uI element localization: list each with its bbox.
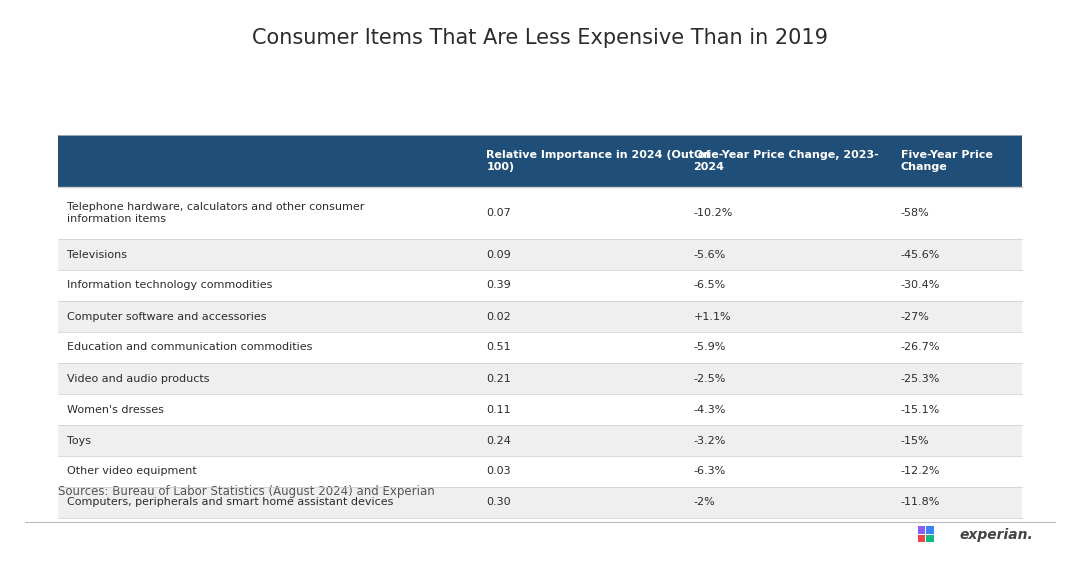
Text: One-Year Price Change, 2023-
2024: One-Year Price Change, 2023- 2024: [693, 150, 878, 172]
Text: experian.: experian.: [960, 528, 1034, 541]
Text: -5.9%: -5.9%: [693, 342, 726, 353]
Bar: [477, 363, 685, 394]
Bar: [892, 301, 1022, 332]
Text: -10.2%: -10.2%: [693, 208, 733, 218]
Text: Telephone hardware, calculators and other consumer
information items: Telephone hardware, calculators and othe…: [67, 202, 364, 224]
Text: 0.07: 0.07: [486, 208, 511, 218]
Text: 0.39: 0.39: [486, 281, 511, 291]
Bar: [685, 332, 892, 363]
Bar: [58, 332, 477, 363]
Text: 0.21: 0.21: [486, 373, 511, 383]
Text: -2%: -2%: [693, 498, 715, 508]
Text: Five-Year Price
Change: Five-Year Price Change: [901, 150, 993, 172]
Text: -11.8%: -11.8%: [901, 498, 941, 508]
Bar: [685, 239, 892, 270]
Bar: [477, 332, 685, 363]
Bar: [685, 363, 892, 394]
Text: 0.03: 0.03: [486, 467, 511, 477]
Text: Relative Importance in 2024 (Out of
100): Relative Importance in 2024 (Out of 100): [486, 150, 711, 172]
Bar: [58, 270, 477, 301]
Bar: [477, 239, 685, 270]
Text: -25.3%: -25.3%: [901, 373, 941, 383]
Text: Education and communication commodities: Education and communication commodities: [67, 342, 312, 353]
Text: -15%: -15%: [901, 436, 930, 446]
Bar: [685, 425, 892, 456]
Text: Toys: Toys: [67, 436, 91, 446]
Bar: [58, 487, 477, 518]
Text: -30.4%: -30.4%: [901, 281, 941, 291]
Bar: [918, 526, 926, 534]
Text: -15.1%: -15.1%: [901, 404, 940, 414]
Bar: [477, 425, 685, 456]
Text: -12.2%: -12.2%: [901, 467, 941, 477]
Bar: [685, 301, 892, 332]
Bar: [477, 487, 685, 518]
Text: Other video equipment: Other video equipment: [67, 467, 197, 477]
Text: 0.11: 0.11: [486, 404, 511, 414]
Bar: [892, 425, 1022, 456]
Bar: [892, 332, 1022, 363]
Bar: [892, 239, 1022, 270]
Bar: [477, 187, 685, 239]
Text: -58%: -58%: [901, 208, 930, 218]
Text: +1.1%: +1.1%: [693, 312, 731, 322]
Bar: [685, 487, 892, 518]
Text: -2.5%: -2.5%: [693, 373, 726, 383]
Text: -6.5%: -6.5%: [693, 281, 726, 291]
Bar: [477, 456, 685, 487]
Text: -3.2%: -3.2%: [693, 436, 726, 446]
Bar: [58, 301, 477, 332]
Bar: [892, 135, 1022, 187]
Bar: [477, 301, 685, 332]
Bar: [477, 394, 685, 425]
Text: Women's dresses: Women's dresses: [67, 404, 164, 414]
Bar: [58, 456, 477, 487]
Bar: [685, 135, 892, 187]
Bar: [58, 394, 477, 425]
Bar: [892, 456, 1022, 487]
Text: Information technology commodities: Information technology commodities: [67, 281, 272, 291]
Text: Computer software and accessories: Computer software and accessories: [67, 312, 267, 322]
Text: -6.3%: -6.3%: [693, 467, 726, 477]
Bar: [58, 363, 477, 394]
Bar: [685, 270, 892, 301]
Text: -5.6%: -5.6%: [693, 249, 726, 259]
Bar: [58, 239, 477, 270]
Bar: [918, 535, 926, 542]
Text: -45.6%: -45.6%: [901, 249, 941, 259]
Text: 0.02: 0.02: [486, 312, 511, 322]
Bar: [892, 270, 1022, 301]
Text: -4.3%: -4.3%: [693, 404, 726, 414]
Text: Computers, peripherals and smart home assistant devices: Computers, peripherals and smart home as…: [67, 498, 393, 508]
Text: -27%: -27%: [901, 312, 930, 322]
Bar: [927, 535, 934, 542]
Bar: [685, 187, 892, 239]
Text: Video and audio products: Video and audio products: [67, 373, 210, 383]
Bar: [477, 270, 685, 301]
Text: 0.24: 0.24: [486, 436, 511, 446]
Bar: [927, 526, 934, 534]
Bar: [892, 187, 1022, 239]
Bar: [58, 187, 477, 239]
Bar: [892, 363, 1022, 394]
Bar: [685, 394, 892, 425]
Bar: [892, 394, 1022, 425]
Bar: [477, 135, 685, 187]
Text: -26.7%: -26.7%: [901, 342, 941, 353]
Text: Consumer Items That Are Less Expensive Than in 2019: Consumer Items That Are Less Expensive T…: [252, 28, 828, 48]
Bar: [892, 487, 1022, 518]
Bar: [685, 456, 892, 487]
Text: Sources: Bureau of Labor Statistics (August 2024) and Experian: Sources: Bureau of Labor Statistics (Aug…: [58, 485, 435, 498]
Text: 0.51: 0.51: [486, 342, 511, 353]
Text: 0.30: 0.30: [486, 498, 511, 508]
Bar: [58, 135, 477, 187]
Text: 0.09: 0.09: [486, 249, 511, 259]
Bar: [58, 425, 477, 456]
Text: Televisions: Televisions: [67, 249, 127, 259]
